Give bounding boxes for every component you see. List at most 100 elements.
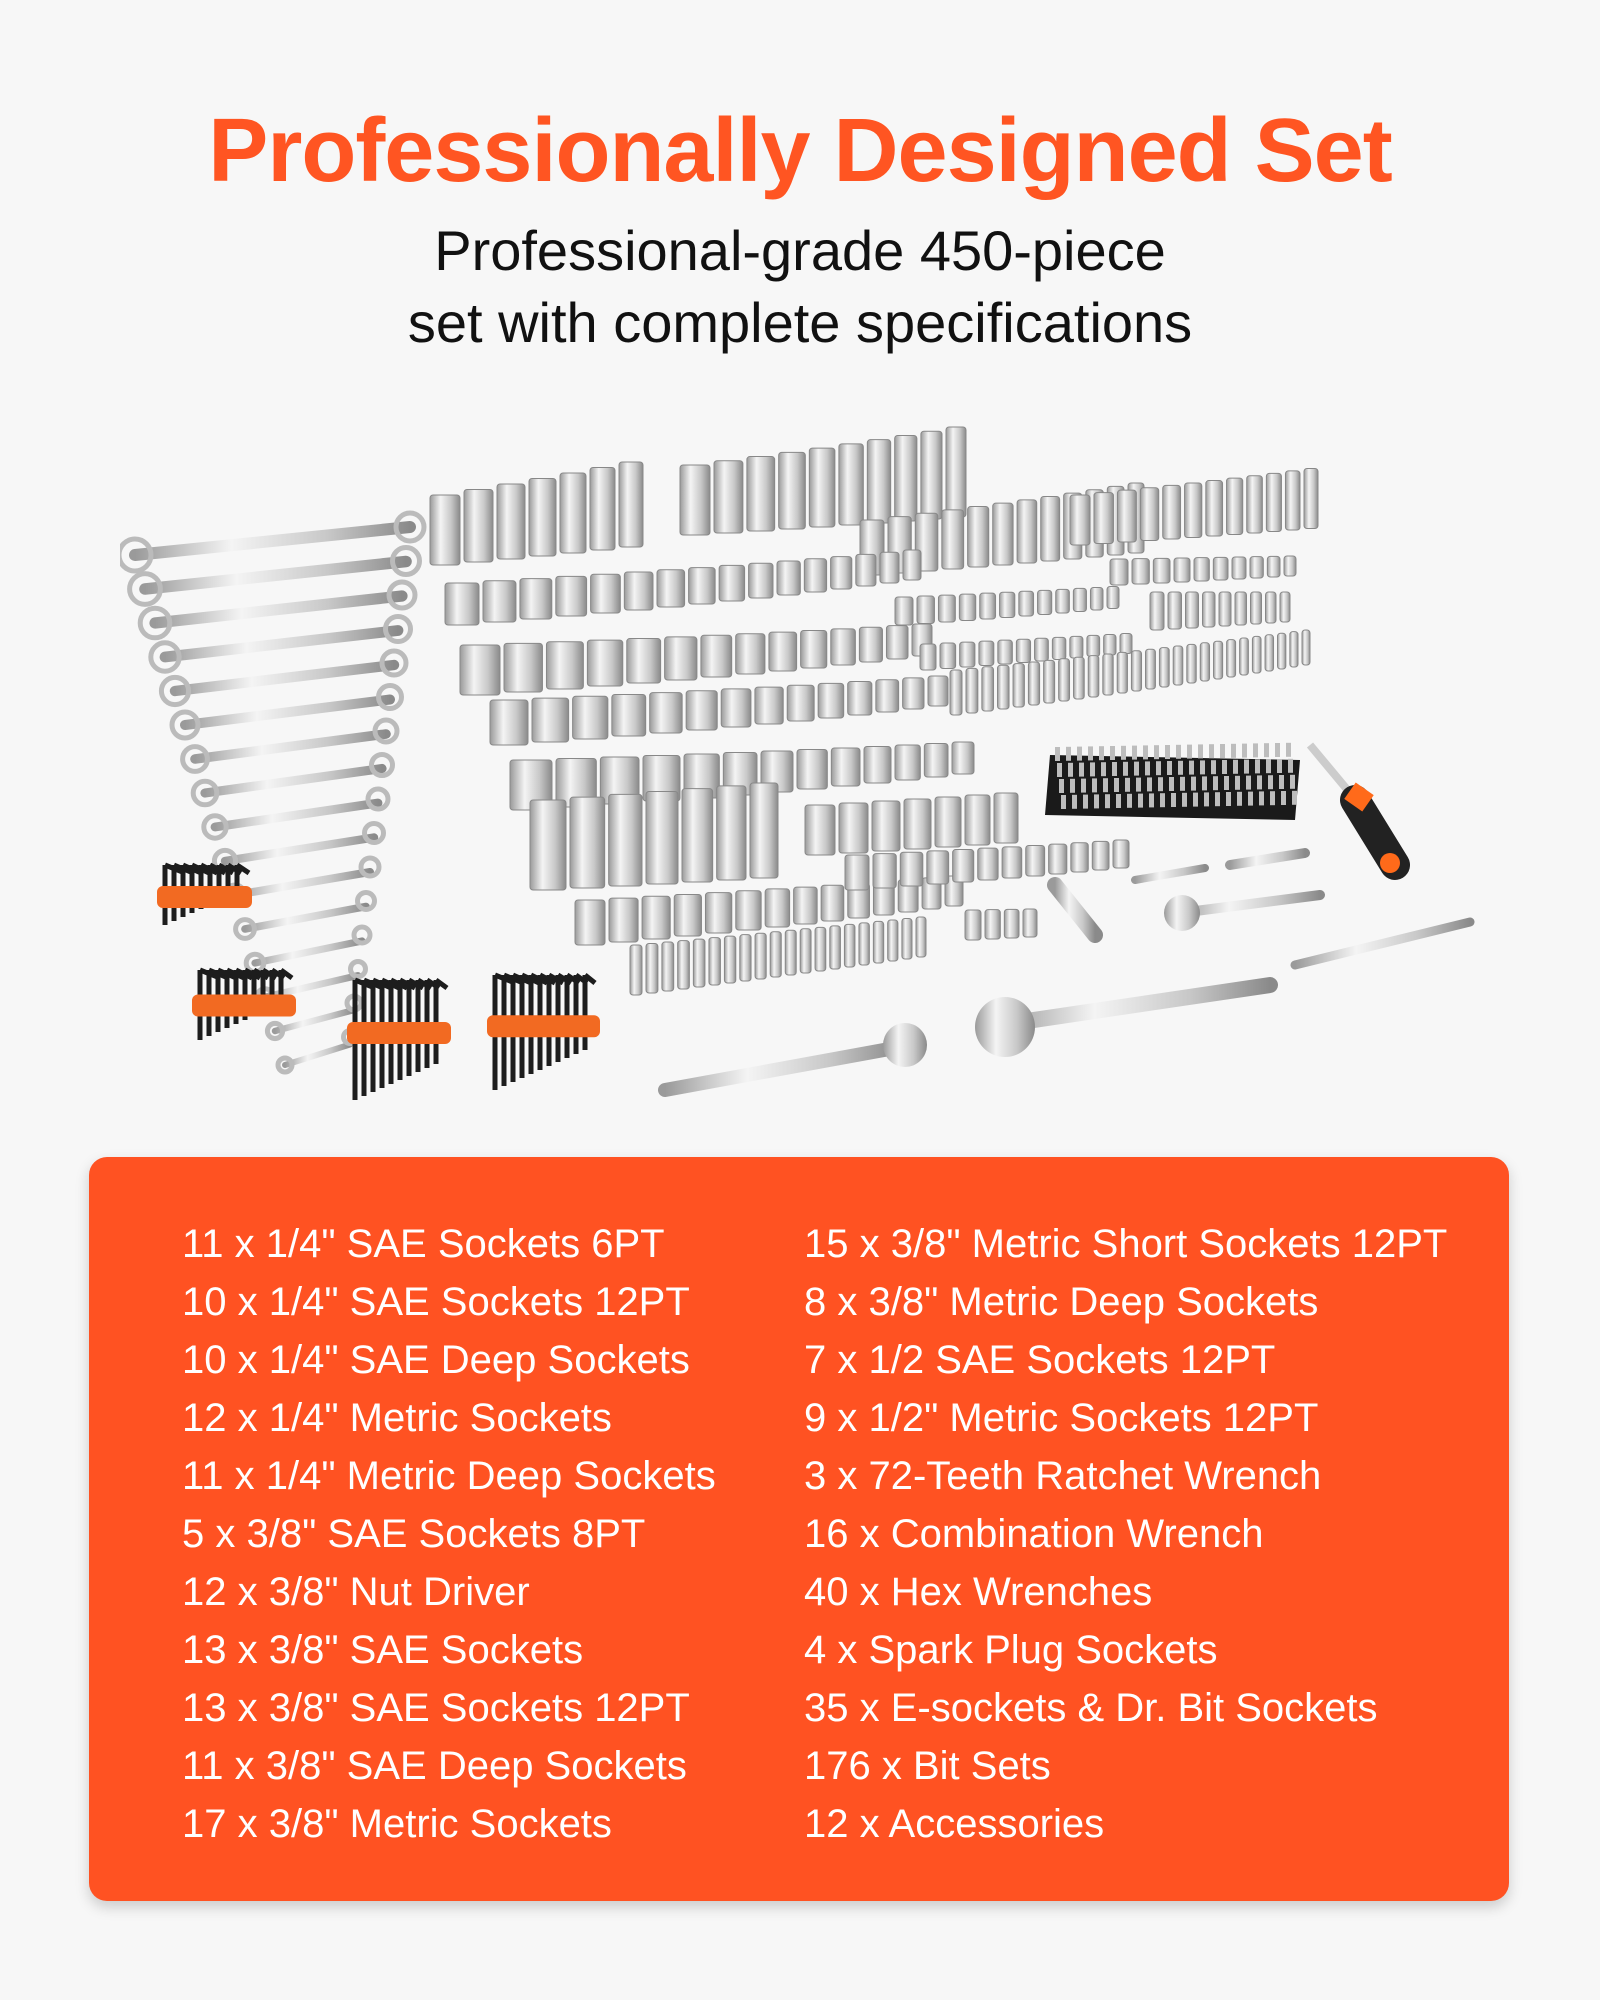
bit bbox=[1270, 791, 1275, 806]
socket bbox=[608, 897, 639, 943]
socket bbox=[1048, 843, 1068, 875]
wrench-open-end bbox=[120, 536, 154, 574]
socket bbox=[681, 788, 714, 883]
bit bbox=[1193, 792, 1198, 807]
socket bbox=[1265, 472, 1282, 532]
socket bbox=[952, 849, 975, 883]
bit bbox=[1088, 746, 1093, 761]
wrench-box-end bbox=[348, 959, 368, 979]
socket bbox=[519, 578, 553, 620]
wrench-open-end bbox=[180, 744, 210, 774]
bit bbox=[1068, 762, 1073, 777]
subtitle-line-2: set with complete specifications bbox=[407, 291, 1193, 354]
bit bbox=[1187, 744, 1192, 759]
combination-wrench bbox=[149, 590, 408, 629]
bit bbox=[1277, 759, 1282, 773]
wrench-box-end bbox=[369, 752, 395, 778]
bit bbox=[1112, 762, 1117, 776]
bit bbox=[1215, 792, 1220, 807]
socket bbox=[1116, 651, 1128, 694]
socket bbox=[489, 699, 529, 746]
hex-key-holder bbox=[487, 1015, 600, 1038]
socket bbox=[967, 506, 990, 568]
bit bbox=[1211, 760, 1216, 775]
bit bbox=[1191, 776, 1196, 791]
socket bbox=[803, 558, 828, 593]
socket bbox=[843, 923, 856, 968]
socket bbox=[1093, 492, 1114, 545]
bit bbox=[1072, 794, 1077, 809]
combination-wrench bbox=[271, 1006, 358, 1035]
spec-item: 7 x 1/2 SAE Sockets 12PT bbox=[804, 1338, 1276, 1382]
wrench-box-end bbox=[362, 821, 386, 845]
spec-item: 12 x 1/4" Metric Sockets bbox=[182, 1396, 612, 1440]
socket bbox=[1246, 475, 1263, 534]
bit bbox=[1169, 777, 1174, 791]
socket bbox=[1167, 591, 1182, 630]
spec-item: 4 x Spark Plug Sockets bbox=[804, 1628, 1218, 1672]
socket bbox=[808, 447, 836, 528]
socket bbox=[981, 666, 995, 712]
socket bbox=[739, 934, 752, 982]
combination-wrench bbox=[200, 763, 387, 798]
socket bbox=[611, 693, 647, 737]
socket bbox=[902, 677, 925, 710]
socket bbox=[1202, 591, 1216, 628]
socket bbox=[1279, 591, 1291, 623]
combination-wrench bbox=[251, 937, 366, 967]
bit bbox=[1204, 792, 1209, 807]
wrench-box-end bbox=[379, 648, 409, 678]
subtitle-line-1: Professional-grade 450-piece bbox=[434, 219, 1166, 282]
socket bbox=[997, 664, 1010, 710]
socket bbox=[555, 575, 588, 617]
bit bbox=[1292, 790, 1297, 805]
socket bbox=[735, 633, 766, 675]
socket bbox=[769, 931, 782, 978]
hex-key bbox=[582, 973, 597, 1050]
bit bbox=[1167, 761, 1172, 775]
socket bbox=[482, 580, 517, 623]
socket bbox=[704, 892, 733, 934]
bit bbox=[1123, 761, 1128, 776]
bit bbox=[1066, 746, 1071, 761]
socket bbox=[623, 571, 654, 611]
bit bbox=[1149, 793, 1154, 808]
bit bbox=[1246, 775, 1251, 790]
spec-item: 10 x 1/4" SAE Deep Sockets bbox=[182, 1338, 690, 1382]
socket bbox=[718, 564, 746, 602]
socket bbox=[1205, 480, 1224, 537]
socket bbox=[735, 890, 762, 931]
socket bbox=[688, 567, 716, 605]
socket bbox=[847, 681, 873, 716]
socket bbox=[608, 793, 643, 887]
socket bbox=[872, 920, 885, 964]
wrench-box-end bbox=[365, 786, 391, 812]
socket bbox=[979, 592, 997, 620]
socket bbox=[1213, 640, 1224, 680]
socket bbox=[1072, 587, 1087, 612]
socket bbox=[1109, 558, 1129, 586]
socket bbox=[1289, 631, 1299, 668]
combination-wrenches-group bbox=[120, 510, 427, 1075]
socket bbox=[1158, 647, 1170, 688]
socket bbox=[959, 641, 976, 668]
bit bbox=[1114, 778, 1119, 792]
socket bbox=[1069, 635, 1084, 659]
socket bbox=[1112, 839, 1130, 869]
socket bbox=[1277, 632, 1287, 670]
socket bbox=[708, 937, 721, 986]
bit bbox=[1165, 745, 1170, 759]
socket bbox=[923, 743, 949, 778]
sockets-group bbox=[429, 426, 1319, 996]
socket bbox=[720, 688, 752, 728]
socket bbox=[754, 686, 784, 725]
combination-wrench bbox=[180, 694, 395, 730]
socket bbox=[776, 560, 801, 596]
socket bbox=[1116, 489, 1137, 543]
socket bbox=[1069, 494, 1091, 546]
socket bbox=[1001, 846, 1023, 879]
bit bbox=[1279, 775, 1284, 789]
socket bbox=[1087, 655, 1100, 698]
socket bbox=[894, 434, 918, 522]
socket bbox=[1130, 650, 1143, 692]
